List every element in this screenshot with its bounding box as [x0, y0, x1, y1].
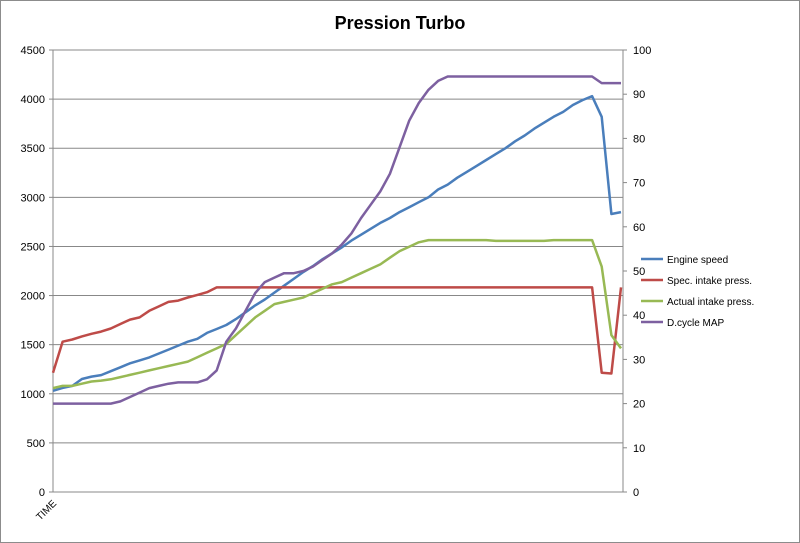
y-left-tick-label: 2000 [21, 291, 45, 303]
y-right-tick-label: 70 [633, 178, 645, 190]
series-lines [51, 75, 623, 405]
y-right-tick-label: 100 [633, 45, 651, 57]
y-left-tick-label: 3000 [21, 192, 45, 204]
legend-label: Actual intake press. [667, 297, 754, 308]
y-right-tick-label: 90 [633, 89, 645, 101]
y-right-tick-label: 60 [633, 222, 645, 234]
y-left-tick-label: 1500 [21, 340, 45, 352]
y-left-tick-label: 0 [39, 487, 45, 499]
y-right-tick-label: 50 [633, 266, 645, 278]
y-right-tick-label: 0 [633, 487, 639, 499]
legend: Engine speed Spec. intake press. Actual in… [641, 255, 754, 329]
y-left-tick-label: 4000 [21, 94, 45, 106]
series-line [53, 75, 621, 405]
chart-title: Pression Turbo [335, 13, 466, 33]
legend-label: Engine speed [667, 255, 728, 266]
series-line [52, 94, 622, 392]
y-left-tick-label: 2500 [21, 241, 45, 253]
y-right-tick-label: 30 [633, 354, 645, 366]
y-left-tick-label: 500 [27, 438, 45, 450]
y-right-tick-label: 80 [633, 133, 645, 145]
axes: 0 500 1000 1500 2000 2500 3000 3500 4000 4500 0 10 2… [21, 45, 652, 523]
y-right-tick-label: 20 [633, 399, 645, 411]
y-left-tick-label: 1000 [21, 389, 45, 401]
series-line [52, 238, 623, 390]
legend-label: D.cycle MAP [667, 318, 725, 329]
legend-label: Spec. intake press. [667, 276, 752, 287]
y-right-tick-label: 10 [633, 443, 645, 455]
series-line [51, 286, 623, 375]
x-tick-label: TIME [34, 498, 59, 523]
y-left-tick-label: 3500 [21, 143, 45, 155]
y-right-tick-label: 40 [633, 310, 645, 322]
y-left-tick-label: 4500 [21, 45, 45, 57]
